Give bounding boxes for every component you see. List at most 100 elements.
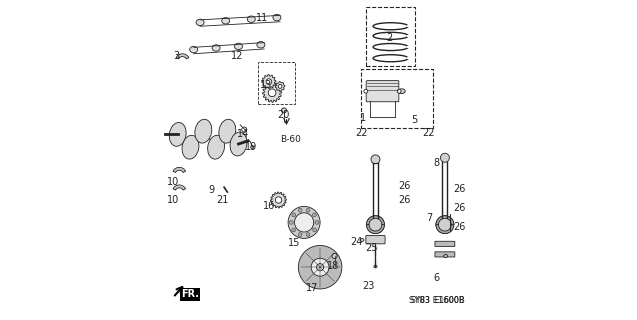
Polygon shape [436,216,454,225]
Ellipse shape [398,89,405,94]
Ellipse shape [169,123,186,146]
Text: 26: 26 [453,203,466,213]
Ellipse shape [195,119,211,143]
Circle shape [440,153,449,162]
Bar [258,62,294,104]
Polygon shape [173,185,185,190]
Text: 17: 17 [306,283,318,293]
Circle shape [268,89,276,97]
Circle shape [332,253,337,259]
Circle shape [397,89,401,93]
Text: 13: 13 [259,80,272,90]
Circle shape [313,213,317,217]
Text: 25: 25 [365,243,378,253]
Text: SY83  E1600B: SY83 E1600B [411,296,464,305]
FancyBboxPatch shape [435,241,455,246]
Text: 26: 26 [453,184,466,194]
Circle shape [282,108,287,113]
FancyBboxPatch shape [366,236,385,244]
Circle shape [311,258,329,276]
Polygon shape [366,216,384,225]
Text: 3: 3 [173,51,179,61]
Text: 9: 9 [208,185,215,196]
Circle shape [292,228,296,232]
Circle shape [298,245,342,289]
Text: 15: 15 [289,238,301,248]
Circle shape [288,206,320,238]
Text: 23: 23 [362,281,375,292]
Text: 6: 6 [434,273,440,284]
Circle shape [317,264,324,271]
Ellipse shape [182,135,199,159]
Text: 14: 14 [237,129,250,140]
Circle shape [278,84,282,88]
Bar [366,7,415,66]
Text: 12: 12 [231,51,243,61]
Text: 24: 24 [351,236,363,247]
Ellipse shape [219,119,236,143]
Ellipse shape [190,46,197,53]
Ellipse shape [443,254,447,258]
Ellipse shape [247,16,255,22]
Circle shape [298,208,302,212]
Circle shape [306,208,310,212]
Circle shape [298,233,302,236]
Ellipse shape [196,19,204,26]
Text: 18: 18 [327,260,339,271]
Polygon shape [436,225,454,234]
Circle shape [436,216,454,234]
Text: FR.: FR. [181,289,199,300]
FancyBboxPatch shape [366,81,399,102]
Text: 26: 26 [399,180,411,191]
Polygon shape [271,192,287,208]
Text: 26: 26 [453,222,466,232]
Text: SY83 E1600B: SY83 E1600B [409,296,465,305]
Polygon shape [366,225,384,234]
Circle shape [306,233,310,236]
Polygon shape [176,54,189,59]
Ellipse shape [257,42,265,48]
Polygon shape [275,82,285,91]
Bar [361,69,433,128]
Ellipse shape [212,45,220,51]
Circle shape [315,220,319,224]
Text: 21: 21 [217,195,229,205]
Ellipse shape [230,132,247,156]
Circle shape [313,228,317,232]
Polygon shape [262,83,282,102]
Text: B-60: B-60 [280,135,301,144]
Ellipse shape [374,265,377,268]
Text: FR.: FR. [181,289,199,300]
Circle shape [292,213,296,217]
Text: 10: 10 [167,195,179,205]
Circle shape [371,155,380,164]
Polygon shape [262,75,276,89]
Text: 22: 22 [355,128,368,138]
Ellipse shape [234,43,243,50]
Text: 7: 7 [426,212,432,223]
Ellipse shape [208,135,225,159]
Text: 1: 1 [361,113,366,124]
Text: 8: 8 [434,158,440,168]
Circle shape [294,213,313,232]
Text: 5: 5 [412,115,418,125]
Text: 16: 16 [263,201,275,212]
Circle shape [251,146,254,149]
Text: 2: 2 [386,33,392,44]
Circle shape [364,89,368,93]
Text: 26: 26 [399,195,411,205]
Circle shape [275,197,282,203]
Text: 10: 10 [167,177,179,188]
Ellipse shape [273,14,281,21]
Text: 22: 22 [423,128,435,138]
Ellipse shape [360,239,364,242]
Circle shape [366,216,384,234]
Text: 20: 20 [277,110,289,120]
Circle shape [289,220,293,224]
FancyBboxPatch shape [435,252,455,257]
Polygon shape [173,167,185,172]
Circle shape [266,79,272,84]
Text: 11: 11 [256,12,269,23]
Ellipse shape [222,18,230,24]
Text: 19: 19 [245,142,257,152]
